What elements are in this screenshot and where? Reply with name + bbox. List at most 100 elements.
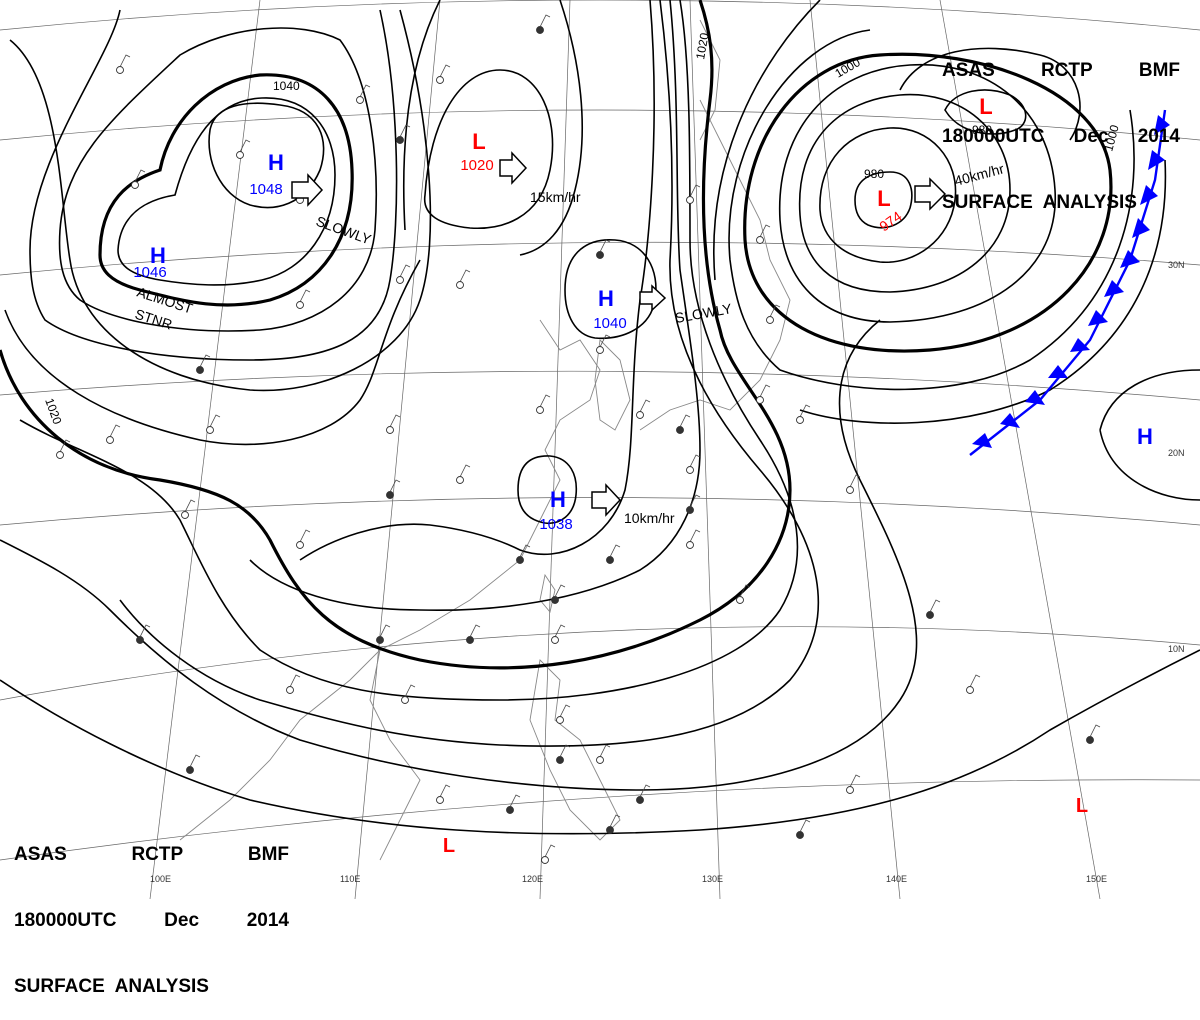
station-marker [56, 451, 64, 459]
arrow-icon [499, 151, 528, 185]
station-marker [966, 686, 974, 694]
station-marker [676, 426, 684, 434]
center-symbol-high: H [550, 487, 566, 512]
station-marker [356, 96, 364, 104]
isobar-1048 [208, 102, 325, 209]
front-triangle [1088, 310, 1108, 326]
wind-barb [609, 814, 621, 828]
isobar-1012-south [0, 649, 1200, 835]
wind-barb [799, 819, 811, 833]
wind-barb [559, 744, 571, 758]
isobar-label: 1000 [1101, 123, 1122, 153]
wind-barb [119, 54, 131, 68]
wind-barb [439, 64, 451, 78]
station-marker [636, 411, 644, 419]
station-marker [376, 636, 384, 644]
lat-label: 30N [1168, 260, 1185, 270]
isobar-label: 980 [864, 167, 884, 181]
wind-barb [239, 139, 251, 153]
lat-label: 10N [1168, 644, 1185, 654]
isobar-980-inner [854, 171, 913, 229]
wind-barb [599, 334, 611, 348]
wind-barb [689, 494, 701, 508]
header-line1: ASAS RCTP BMF [14, 844, 289, 866]
center-value-high: 1040 [593, 315, 626, 332]
station-marker [796, 416, 804, 424]
station-marker [396, 276, 404, 284]
station-marker [556, 716, 564, 724]
wind-barb [639, 399, 651, 413]
station-marker [606, 826, 614, 834]
wind-barb [929, 599, 941, 613]
isobar-1036-south [517, 455, 578, 524]
wind-barb [639, 784, 651, 798]
wind-barb [969, 674, 981, 688]
isobar-1020-west [0, 0, 792, 670]
station-marker [516, 556, 524, 564]
isobar-1020-centre [423, 69, 554, 230]
isobar-1008-east [713, 0, 1167, 424]
header-station: RCTP [131, 844, 184, 865]
wind-barb [679, 414, 691, 428]
isobar-1016 [19, 0, 799, 701]
station-marker [401, 696, 409, 704]
isobar-label: 1020 [693, 31, 711, 60]
wind-barb [199, 354, 211, 368]
lat-line [0, 779, 1200, 861]
isobar-988 [798, 93, 1011, 293]
isobar-976-north [944, 89, 1027, 135]
wind-barb [299, 529, 311, 543]
isobar-1032-centre [299, 0, 655, 561]
arrow-icon [291, 173, 324, 207]
isobar-1028-centre [249, 0, 701, 612]
center-symbol-high: H [268, 150, 284, 175]
station-marker [236, 151, 244, 159]
lat-line [0, 241, 1200, 276]
header-region: ASAS [14, 844, 67, 865]
movement-label: 15km/hr [530, 189, 581, 205]
lat-label: 20N [1168, 448, 1185, 458]
wind-barb [289, 674, 301, 688]
chart-header-top: ASAS RCTP BMF 180000UTC Dec 2014 SURFACE… [942, 16, 1180, 236]
station-marker [186, 766, 194, 774]
station-marker [596, 251, 604, 259]
isobar-984-north [899, 47, 1081, 141]
station-marker [436, 796, 444, 804]
isobar-1012 [119, 0, 820, 747]
lon-label: 130E [702, 874, 723, 884]
station-marker [196, 366, 204, 374]
station-marker [136, 636, 144, 644]
wind-barb [389, 414, 401, 428]
coast-philippines [529, 659, 621, 841]
lon-label: 120E [522, 874, 543, 884]
station-marker [536, 406, 544, 414]
header-title: SURFACE ANALYSIS [14, 976, 209, 997]
station-marker [466, 636, 474, 644]
lon-line [149, 0, 261, 899]
wind-barb [759, 384, 771, 398]
wind-barb [399, 124, 411, 138]
lon-label: 140E [886, 874, 907, 884]
wind-barb [399, 264, 411, 278]
wind-barb [379, 624, 391, 638]
center-symbol-high: H [150, 243, 166, 268]
center-symbol-low: L [979, 94, 992, 119]
station-marker [686, 541, 694, 549]
center-symbol-high: H [598, 286, 614, 311]
center-value-low: 1020 [460, 157, 493, 174]
coast-taiwan [539, 573, 556, 613]
header-time: 180000UTC [14, 910, 117, 931]
movement-arrows [291, 151, 947, 517]
center-value-high: 1046 [133, 264, 166, 281]
header-month: Dec [1073, 126, 1109, 147]
isobar-label: 980 [972, 123, 992, 137]
isobar-1036 [58, 27, 377, 332]
station-marker [846, 786, 854, 794]
station-marker [386, 491, 394, 499]
lon-label: 100E [150, 874, 171, 884]
front-triangle [1154, 115, 1170, 135]
weather-map: H 1048 H 1046 H 1040 H 1038 H L 1020 L 9… [0, 0, 1200, 899]
wind-barb [689, 529, 701, 543]
wind-barb [599, 744, 611, 758]
header-time: 180000UTC [942, 126, 1045, 147]
